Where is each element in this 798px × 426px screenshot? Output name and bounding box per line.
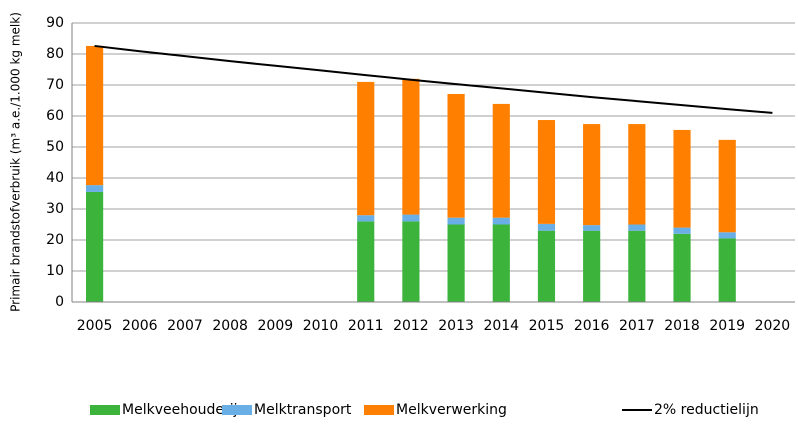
bar	[492, 224, 510, 302]
x-tick-label: 2010	[303, 318, 339, 334]
y-tick-label: 80	[46, 46, 64, 62]
bar	[583, 230, 601, 302]
bar	[718, 238, 736, 302]
y-tick-label: 90	[46, 15, 64, 31]
legend-label: Melktransport	[254, 402, 352, 418]
x-tick-label: 2018	[664, 318, 700, 334]
x-tick-label: 2005	[77, 318, 113, 334]
bar	[537, 120, 556, 224]
bar	[447, 93, 465, 218]
x-tick-label: 2008	[212, 318, 248, 334]
bar	[628, 230, 646, 302]
legend-label: 2% reductielijn	[654, 402, 759, 418]
legend-label: Melkverwerking	[396, 402, 507, 418]
bar	[447, 217, 465, 225]
x-tick-label: 2016	[574, 318, 610, 334]
x-tick-label: 2020	[755, 318, 791, 334]
y-tick-label: 0	[55, 294, 64, 310]
bar	[357, 81, 375, 216]
bar	[583, 225, 601, 231]
bar	[402, 221, 420, 302]
bar	[492, 103, 510, 218]
bar	[673, 129, 691, 228]
bar	[673, 233, 691, 302]
bar	[86, 191, 104, 302]
bar	[583, 124, 601, 226]
y-tick-label: 10	[46, 263, 64, 279]
line	[94, 44, 773, 114]
y-tick-label: 30	[46, 201, 64, 217]
bar	[628, 224, 646, 231]
x-tick-label: 2011	[348, 318, 384, 334]
y-tick-label: 40	[46, 170, 64, 186]
bar	[402, 78, 420, 215]
bar	[718, 232, 736, 239]
y-tick-label: 50	[46, 139, 64, 155]
y-tick-label: 20	[46, 232, 64, 248]
y-tick-label: 60	[46, 108, 64, 124]
bar	[718, 139, 736, 233]
x-tick-label: 2013	[438, 318, 474, 334]
bar	[447, 224, 465, 302]
x-tick-label: 2019	[709, 318, 745, 334]
bar	[86, 185, 104, 192]
bar	[402, 214, 420, 222]
legend-swatch	[90, 405, 120, 415]
legend-label: Melkveehouderij	[122, 402, 238, 418]
bar	[492, 217, 510, 225]
bar	[628, 124, 646, 225]
legend-swatch	[364, 405, 394, 415]
legend-swatch	[222, 405, 252, 415]
y-tick-label: 70	[46, 77, 64, 93]
x-tick-label: 2007	[167, 318, 203, 334]
x-tick-label: 2009	[258, 318, 294, 334]
bar	[357, 221, 375, 302]
x-tick-label: 2017	[619, 318, 655, 334]
bar	[537, 230, 556, 302]
bar	[86, 45, 104, 186]
x-tick-label: 2012	[393, 318, 429, 334]
x-tick-label: 2006	[122, 318, 158, 334]
bar	[357, 215, 375, 222]
bar	[537, 223, 556, 231]
x-tick-label: 2014	[483, 318, 519, 334]
x-tick-label: 2015	[529, 318, 565, 334]
bar	[673, 227, 691, 234]
y-axis-title: Primair brandstofverbruik (m³ a.e./1.000…	[9, 12, 23, 312]
